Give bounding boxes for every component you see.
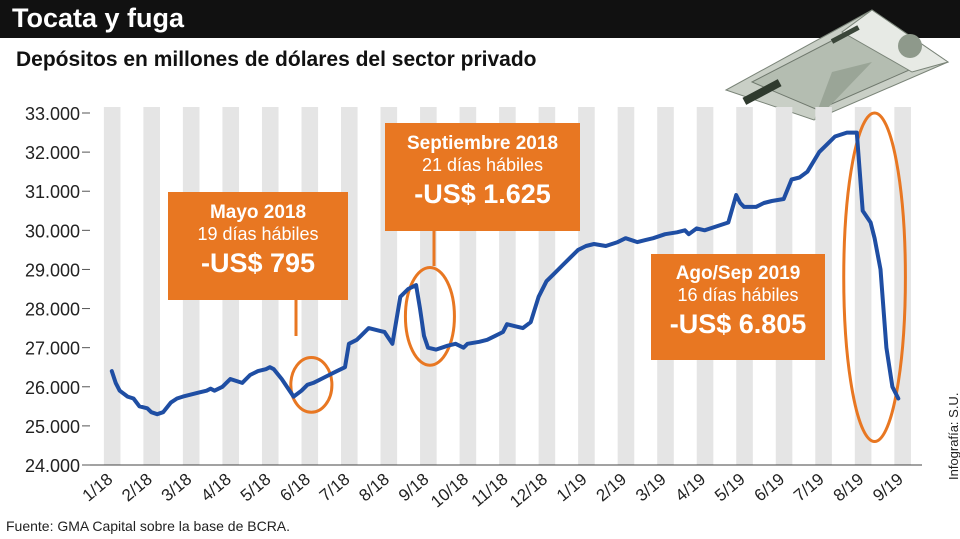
series-group (109, 130, 901, 417)
highlight-ellipse (289, 355, 334, 414)
callout-septiembre-2018: Septiembre 2018 21 días hábiles -US$ 1.6… (385, 123, 580, 231)
callout-title: Ago/Sep 2019 (675, 263, 801, 284)
y-tick-label: 30.000 (25, 221, 80, 241)
money-paper-plane-illustration (724, 9, 950, 121)
x-tick-label: 3/18 (158, 470, 196, 506)
y-tick-label: 24.000 (25, 456, 80, 476)
callout-value: -US$ 1.625 (414, 178, 551, 209)
callout-title: Septiembre 2018 (406, 133, 559, 154)
grid-stripe (854, 107, 872, 465)
x-tick-label: 7/18 (316, 470, 354, 506)
x-tick-label: 8/18 (355, 470, 393, 506)
chart-subtitle: Depósitos en millones de dólares del sec… (16, 48, 537, 71)
callout-title: Mayo 2018 (209, 202, 307, 223)
x-tick-label: 4/18 (197, 470, 235, 506)
y-tick-label: 26.000 (25, 378, 80, 398)
x-tick-label: 9/19 (869, 470, 907, 506)
y-tick-label: 29.000 (25, 260, 80, 280)
x-axis: 1/18 2/18 3/18 4/18 5/18 6/18 7/18 8/18 9/1810/1… (79, 470, 907, 512)
x-tick-label: 1/18 (79, 470, 117, 506)
grid-stripe (143, 107, 160, 465)
x-tick-label: 2/19 (593, 470, 631, 506)
infographic-credit: Infografía: S.U. (946, 392, 960, 480)
highlight-ellipses (289, 111, 907, 444)
x-tick-label: 9/18 (395, 470, 433, 506)
x-tick-label: 6/19 (751, 470, 789, 506)
highlight-ellipse (842, 111, 907, 444)
callout-ago-sep-2019: Ago/Sep 2019 16 días hábiles -US$ 6.805 (651, 254, 825, 360)
x-tick-label: 4/19 (672, 470, 710, 506)
y-tick-label: 33.000 (25, 104, 80, 124)
x-tick-label: 1/19 (553, 470, 591, 506)
y-tick-label: 32.000 (25, 143, 80, 163)
y-tick-label: 25.000 (25, 417, 80, 437)
source-note: Fuente: GMA Capital sobre la base de BCR… (6, 518, 291, 534)
x-tick-label: 2/18 (118, 470, 156, 506)
grid-stripe (578, 107, 595, 465)
callout-mayo-2018: Mayo 2018 19 días hábiles -US$ 795 (168, 192, 348, 300)
x-tick-label: 5/18 (237, 470, 275, 506)
grid-stripe (617, 107, 635, 465)
x-tick-label: 7/19 (790, 470, 828, 506)
callout-value: -US$ 795 (200, 247, 316, 278)
callout-days: 21 días hábiles (421, 155, 544, 176)
x-tick-label: 12/18 (506, 470, 551, 512)
page-title: Tocata y fuga (12, 3, 185, 33)
x-tick-label: 10/18 (427, 470, 472, 512)
y-axis: 24.000 25.000 26.000 27.000 28.000 29.000 30.0… (25, 104, 922, 476)
highlight-ellipse (403, 265, 456, 367)
deposits-series-line (109, 130, 901, 417)
callout-days: 16 días hábiles (677, 285, 799, 306)
y-tick-label: 31.000 (25, 182, 80, 202)
callout-connectors (294, 231, 436, 336)
x-tick-label: 8/19 (830, 470, 868, 506)
y-tick-label: 28.000 (25, 300, 80, 320)
title-bar: Tocata y fuga (0, 0, 960, 38)
x-tick-label: 3/19 (632, 470, 670, 506)
x-tick-label: 5/19 (711, 470, 749, 506)
grid-stripe (103, 107, 121, 465)
callout-value: -US$ 6.805 (669, 308, 807, 339)
y-tick-label: 27.000 (25, 339, 80, 359)
x-tick-label: 6/18 (276, 470, 314, 506)
callout-days: 19 días hábiles (197, 224, 319, 245)
x-tick-label: 11/18 (468, 470, 512, 511)
